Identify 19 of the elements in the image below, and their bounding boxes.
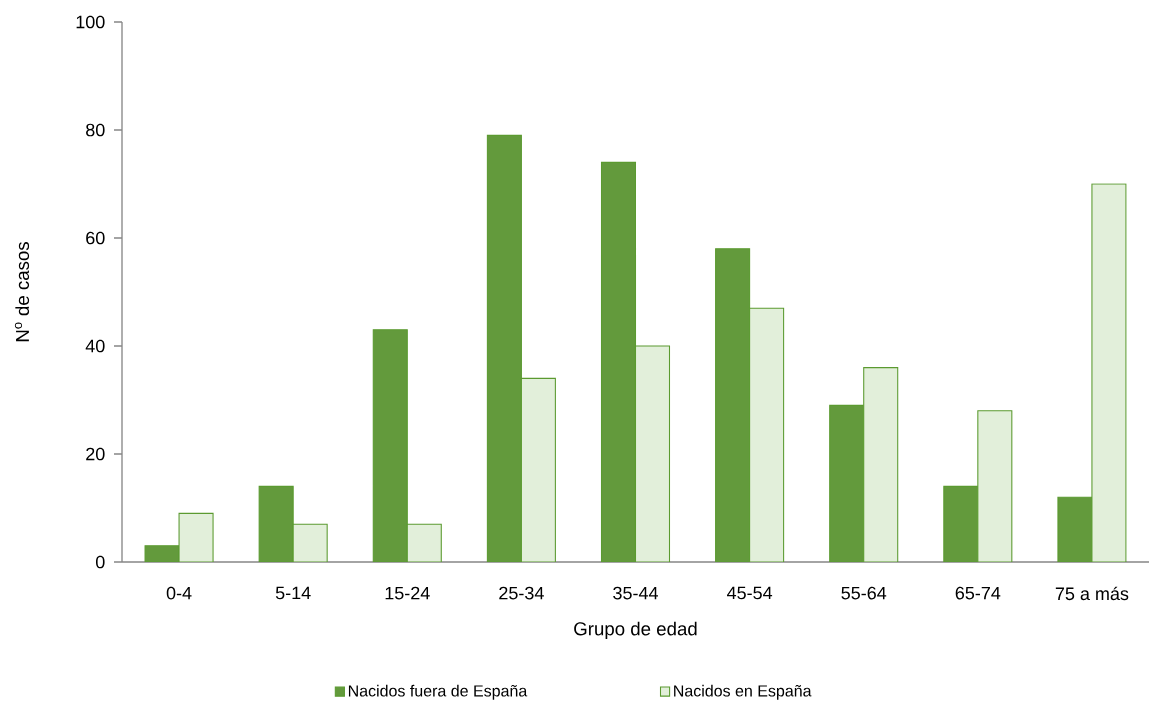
- x-tick-label: 5-14: [275, 586, 311, 600]
- x-tick-label: 75 a más: [1055, 586, 1129, 601]
- y-tick-label: 0: [95, 555, 105, 569]
- y-tick-label: 80: [86, 123, 105, 137]
- y-tick-label: 40: [85, 339, 105, 353]
- y-tick-label: 60: [86, 231, 105, 245]
- x-tick-label: 0-4: [166, 586, 192, 600]
- x-tick-label: 55-64: [841, 586, 887, 600]
- x-tick-label: 25-34: [499, 586, 544, 600]
- x-tick-label: 45-54: [727, 586, 773, 600]
- x-tick-label: 15-24: [385, 586, 430, 600]
- y-tick-label: 100: [76, 15, 105, 29]
- x-tick-label: 35-44: [613, 586, 658, 600]
- legend-label: Nacidos fuera de España: [348, 684, 528, 700]
- y-tick-label: 20: [86, 447, 105, 461]
- x-tick-label: 65-74: [955, 586, 1001, 600]
- y-axis-title: N$^{o}$ de casos: [14, 242, 30, 342]
- x-axis-title: Grupo de edad: [574, 621, 697, 640]
- legend-label: Nacidos en España: [674, 684, 812, 700]
